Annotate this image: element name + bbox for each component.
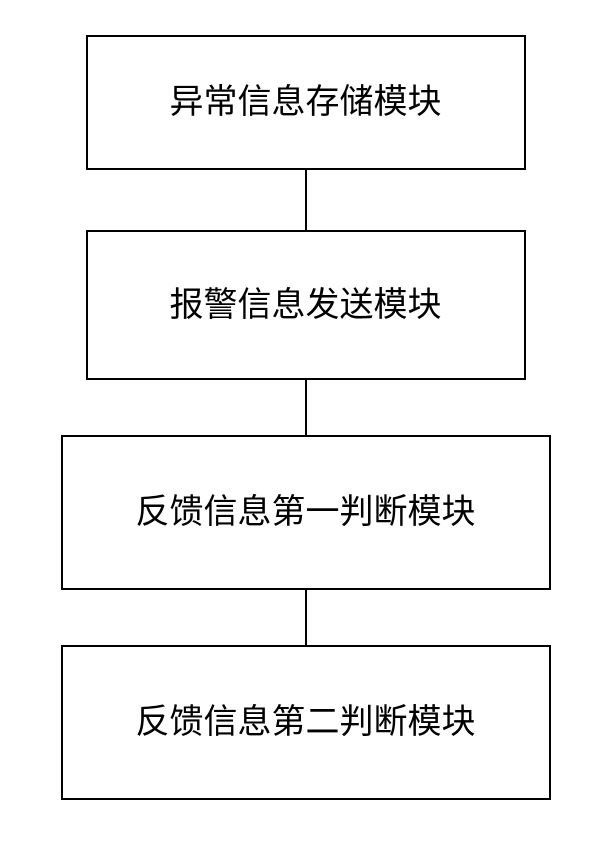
node-exception-storage: 异常信息存储模块 <box>86 35 526 170</box>
node-label: 反馈信息第一判断模块 <box>136 490 476 534</box>
flowchart-container: 异常信息存储模块 报警信息发送模块 反馈信息第一判断模块 反馈信息第二判断模块 <box>50 35 561 800</box>
connector-1-2 <box>305 170 307 230</box>
node-feedback-judge-2: 反馈信息第二判断模块 <box>61 645 551 800</box>
node-alarm-send: 报警信息发送模块 <box>86 230 526 380</box>
connector-2-3 <box>305 380 307 435</box>
node-label: 反馈信息第二判断模块 <box>136 700 476 744</box>
connector-3-4 <box>305 590 307 645</box>
node-label: 报警信息发送模块 <box>170 283 442 327</box>
node-label: 异常信息存储模块 <box>170 80 442 124</box>
node-feedback-judge-1: 反馈信息第一判断模块 <box>61 435 551 590</box>
